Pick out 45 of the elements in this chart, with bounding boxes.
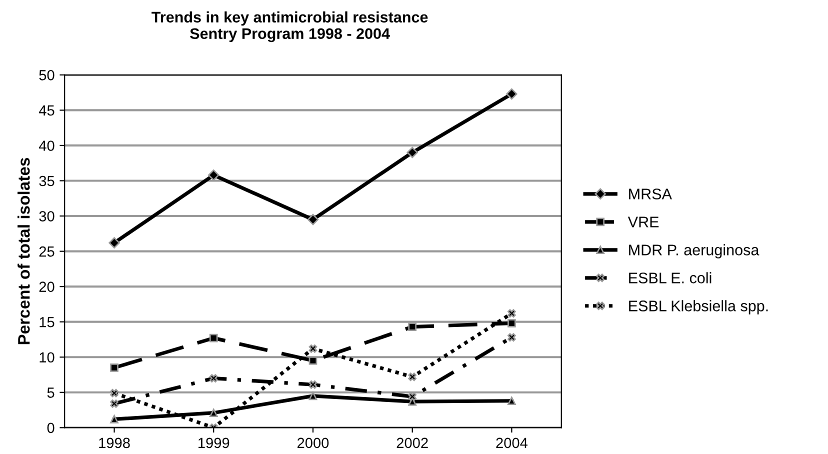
point [508,396,516,406]
legend-label: MRSA [629,188,672,200]
y-tick-label: 50 [39,70,54,80]
y-tick-label: 35 [39,176,54,186]
x-tick-label: 2004 [496,438,528,448]
legend-label: ESBL E. coli [629,272,712,284]
point [208,169,220,181]
chart-title: Trends in key antimicrobial resistance Sentry Program 1998 - 2004 [152,11,428,42]
point [209,374,218,382]
point [506,88,518,100]
point [308,344,318,353]
legend-label: VRE [628,216,659,228]
point [110,400,118,408]
point [308,392,318,400]
point [408,392,417,401]
point [110,364,118,372]
y-axis-title: Percent of total isolates [18,158,30,344]
point [110,415,118,424]
y-tick-label: 30 [39,211,54,222]
point [508,309,516,318]
legend-label: ESBL Klebsiella spp. [629,300,768,314]
point [406,146,418,158]
point [408,322,417,331]
y-tick-label: 40 [38,140,54,151]
point [408,372,417,382]
point [308,380,318,389]
point [209,334,218,342]
point [307,214,319,226]
y-tick-label: 5 [47,388,54,398]
x-tick-label: 2000 [298,438,329,448]
x-tick-label: 1998 [99,438,130,448]
point [508,319,516,328]
y-tick-label: 0 [47,422,54,434]
point [508,333,516,342]
y-tick-label: 15 [40,317,54,328]
y-tick-label: 25 [39,246,54,257]
y-tick-label: 10 [40,352,54,363]
point [110,388,118,398]
y-tick-label: 20 [39,282,54,292]
y-tick-label: 45 [38,105,54,116]
point [209,408,218,418]
legend-label: MDR P. aeruginosa [629,244,760,258]
x-tick-label: 2002 [396,438,428,448]
x-tick-label: 1999 [198,438,230,448]
point [108,237,120,248]
